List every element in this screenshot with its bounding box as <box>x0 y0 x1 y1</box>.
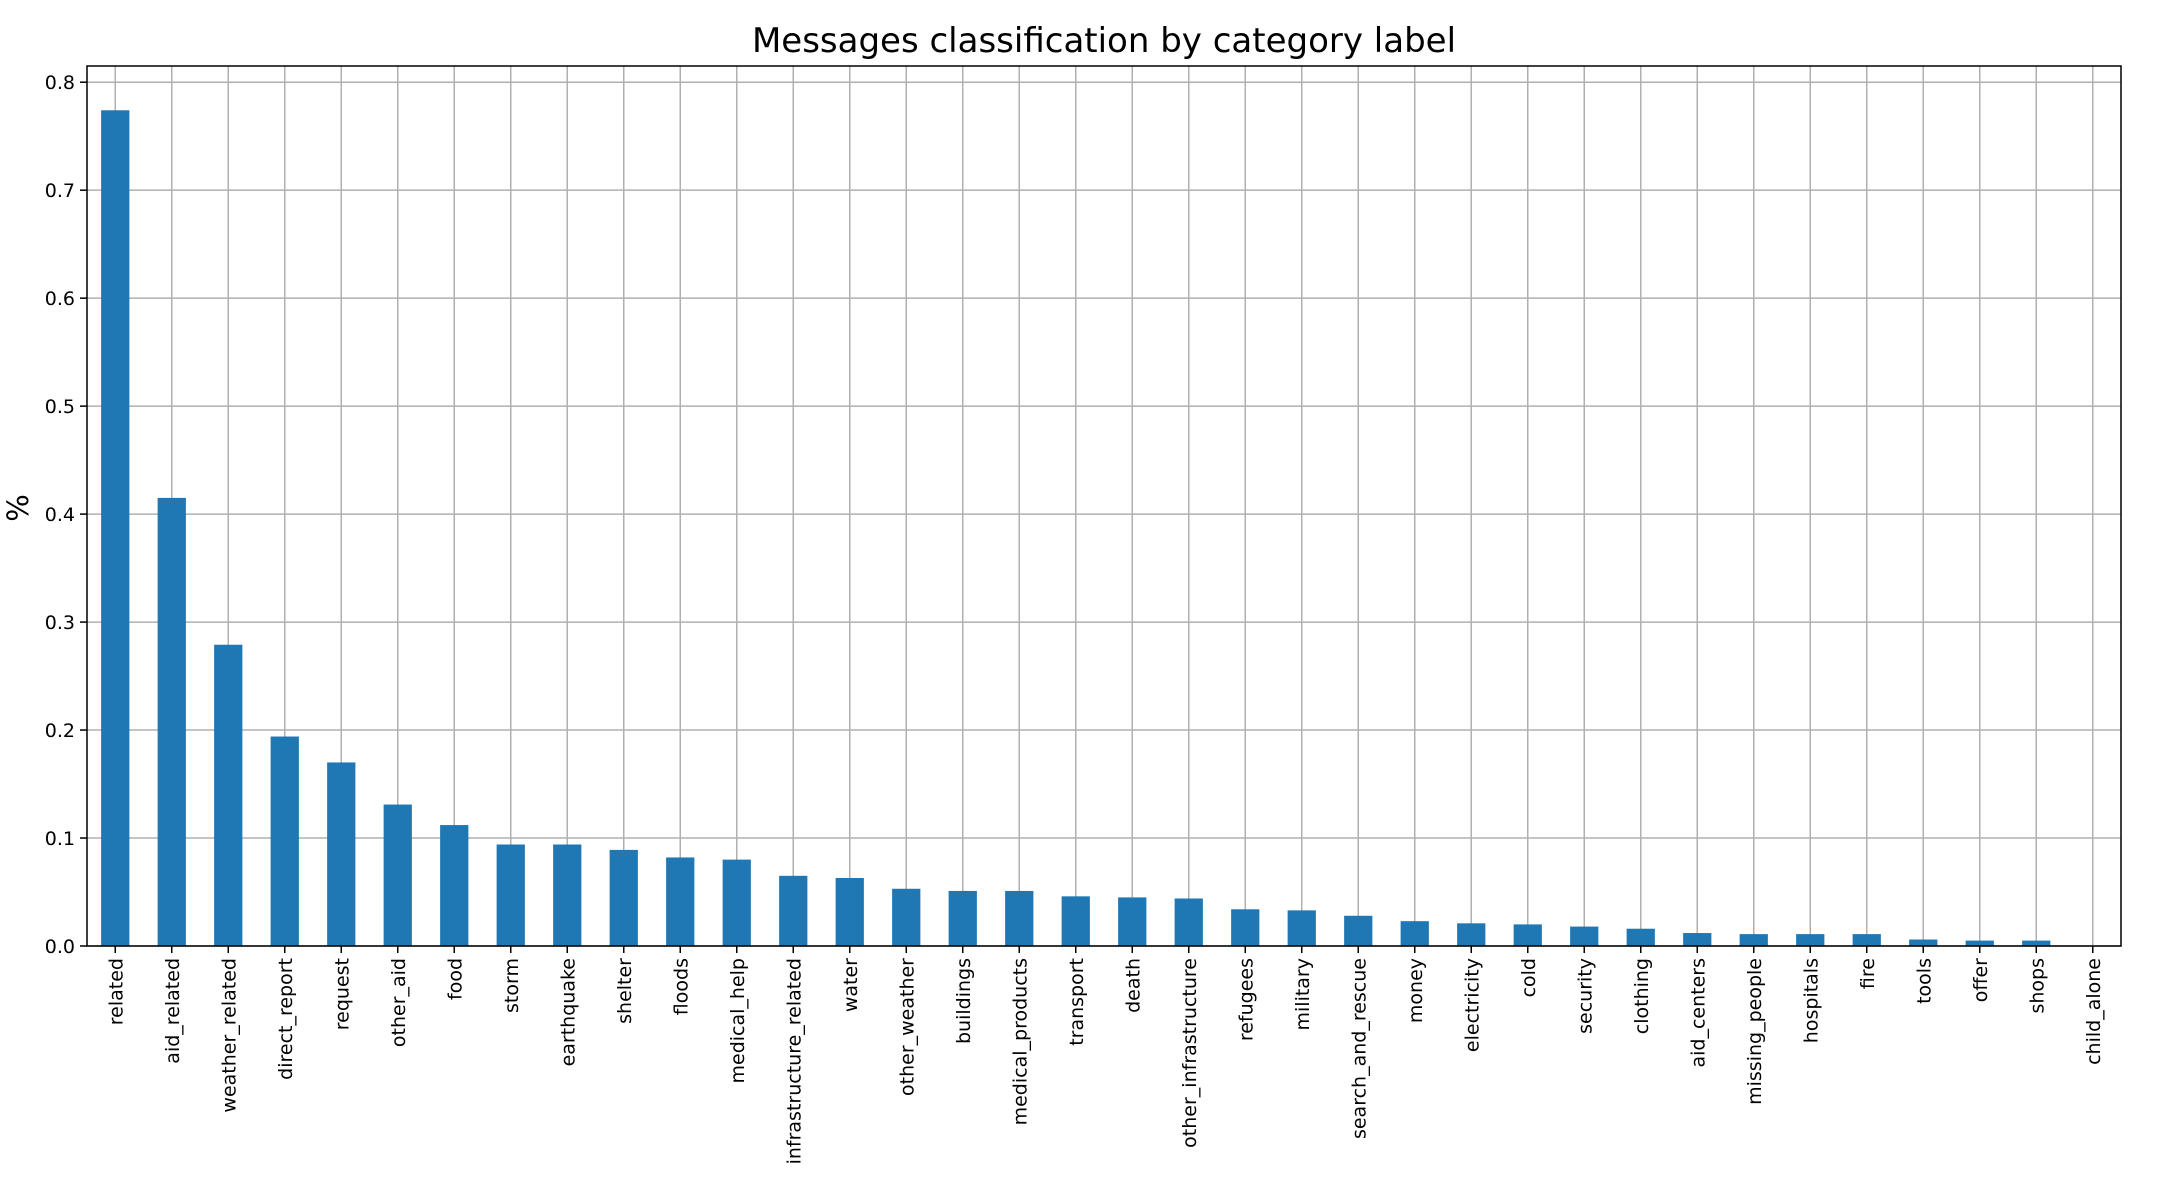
bar-earthquake <box>553 844 582 946</box>
x-tick-label: medical_help <box>727 958 749 1083</box>
y-tick-label: 0.2 <box>45 720 75 742</box>
bar-floods <box>666 857 695 946</box>
y-tick-label: 0.6 <box>45 288 75 310</box>
x-tick-label: related <box>105 958 127 1025</box>
x-tick-label: food <box>444 958 466 1000</box>
bar-medical-products <box>1005 890 1034 946</box>
bar-tools <box>1909 939 1938 946</box>
bar-weather-related <box>214 644 243 946</box>
bar-security <box>1570 926 1599 946</box>
bars <box>101 110 2051 946</box>
x-tick-label: transport <box>1066 958 1088 1046</box>
bar-death <box>1118 897 1147 946</box>
bar-request <box>327 762 356 946</box>
bar-other-infrastructure <box>1174 898 1203 946</box>
x-tick-label: refugees <box>1235 958 1257 1041</box>
x-tick-label: missing_people <box>1744 958 1766 1105</box>
x-tick-label: tools <box>1913 958 1935 1004</box>
bar-fire <box>1852 934 1881 946</box>
x-tick-label: electricity <box>1461 958 1483 1052</box>
x-tick-label: buildings <box>953 958 975 1044</box>
plot-frame <box>86 65 2122 947</box>
y-tick-label: 0.3 <box>45 612 75 634</box>
bar-food <box>440 825 469 946</box>
x-tick-label: other_weather <box>896 958 918 1096</box>
y-tick-label: 0.7 <box>45 180 75 202</box>
bar-other-aid <box>383 804 412 946</box>
bar-shelter <box>609 849 638 946</box>
x-tick-label: medical_products <box>1009 958 1031 1125</box>
x-tick-label: direct_report <box>275 958 297 1080</box>
y-tick-label: 0.8 <box>45 72 75 94</box>
x-tick-label: other_aid <box>388 958 410 1047</box>
x-tick-label: child_alone <box>2083 958 2105 1065</box>
x-tick-label: infrastructure_related <box>783 958 805 1164</box>
x-tick-label: storm <box>501 958 523 1013</box>
bar-electricity <box>1457 923 1486 946</box>
x-tick-label: cold <box>1518 958 1540 997</box>
bar-medical-help <box>722 859 751 946</box>
x-tick-label: clothing <box>1631 958 1653 1034</box>
x-tick-label: fire <box>1857 958 1879 989</box>
x-tick-label: shops <box>2026 958 2048 1014</box>
bar-other-weather <box>892 888 921 946</box>
y-tick-label: 0.0 <box>45 936 75 958</box>
bar-infrastructure-related <box>779 875 808 946</box>
bar-hospitals <box>1796 934 1825 946</box>
bar-cold <box>1513 924 1542 946</box>
y-axis-label: % <box>1 494 35 522</box>
bar-direct-report <box>270 736 299 946</box>
x-tick-label: aid_centers <box>1687 958 1709 1068</box>
axis-ticks: 0.0 0.1 0.2 0.3 0.4 0.5 0.6 0.7 0.8 related aid_re… <box>45 72 2105 1164</box>
x-tick-label: request <box>331 958 353 1030</box>
y-tick-label: 0.4 <box>45 504 75 526</box>
bar-money <box>1400 921 1429 946</box>
x-tick-label: other_infrastructure <box>1179 958 1201 1148</box>
chart-title: Messages classification by category labe… <box>752 21 1456 61</box>
x-tick-label: floods <box>670 958 692 1015</box>
x-tick-label: aid_related <box>162 958 184 1064</box>
x-tick-label: money <box>1405 958 1427 1023</box>
x-tick-label: shelter <box>614 958 636 1024</box>
x-tick-label: death <box>1122 958 1144 1013</box>
x-tick-label: weather_related <box>218 958 240 1113</box>
bar-storm <box>496 844 525 946</box>
x-tick-label: water <box>840 958 862 1012</box>
bar-offer <box>1965 940 1994 946</box>
x-tick-label: offer <box>1970 958 1992 1002</box>
bar-buildings <box>948 890 977 946</box>
bar-aid-related <box>157 497 186 946</box>
bar-shops <box>2022 940 2051 946</box>
bar-water <box>835 877 864 946</box>
bar-military <box>1287 910 1316 946</box>
bar-related <box>101 110 130 946</box>
x-tick-label: earthquake <box>557 958 579 1066</box>
y-tick-label: 0.5 <box>45 396 75 418</box>
bar-transport <box>1061 896 1090 946</box>
x-tick-label: hospitals <box>1800 958 1822 1043</box>
bar-search-and-rescue <box>1344 915 1373 946</box>
bar-missing-people <box>1739 934 1768 946</box>
x-tick-label: security <box>1574 958 1596 1034</box>
x-tick-label: military <box>1292 958 1314 1031</box>
bar-aid-centers <box>1683 933 1712 946</box>
y-tick-label: 0.1 <box>45 828 75 850</box>
x-tick-label: search_and_rescue <box>1348 958 1370 1139</box>
bar-clothing <box>1626 928 1655 946</box>
bar-refugees <box>1231 909 1260 946</box>
